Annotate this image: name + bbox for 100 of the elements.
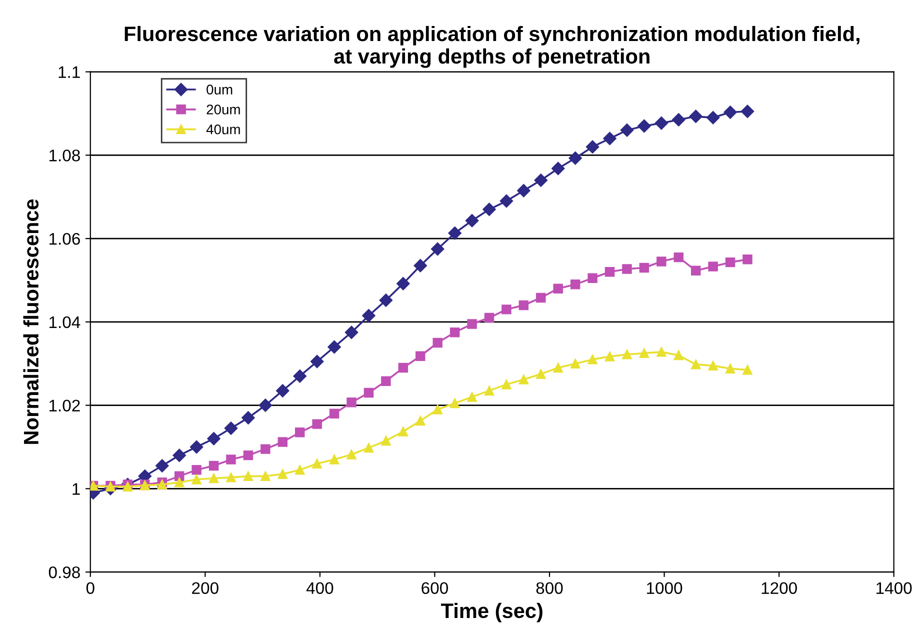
point [192, 465, 202, 475]
point [414, 259, 427, 272]
point [690, 360, 701, 370]
point [396, 276, 410, 290]
point [672, 113, 686, 126]
point [293, 370, 306, 383]
x-tick-label: 200 [192, 582, 218, 594]
point [379, 294, 393, 307]
point [622, 350, 632, 360]
point [172, 448, 186, 462]
y-tick-label: 1.04 [50, 316, 80, 328]
point [536, 292, 546, 303]
point [276, 384, 290, 398]
point [639, 348, 650, 358]
point [724, 106, 737, 119]
point [294, 428, 305, 438]
point [639, 262, 650, 273]
point [674, 350, 684, 360]
y-tick-label: 1.08 [50, 150, 80, 162]
point [364, 442, 374, 453]
point [278, 437, 288, 447]
point [604, 267, 615, 277]
y-tick-label: 1 [72, 483, 80, 495]
point [226, 472, 236, 482]
x-tick-label: 0 [86, 582, 94, 594]
legend-label: 20um [206, 104, 240, 114]
point [570, 280, 580, 290]
point [224, 422, 238, 435]
point [243, 471, 254, 482]
point [398, 426, 408, 436]
point [432, 404, 442, 414]
point [207, 432, 220, 446]
point [346, 450, 356, 460]
point [534, 174, 548, 187]
y-axis-title: Normalized fluorescence [23, 199, 39, 444]
point [448, 226, 462, 240]
point [708, 360, 718, 371]
y-tick-label: 1.02 [50, 400, 80, 412]
point [706, 111, 720, 124]
point [260, 444, 270, 454]
x-tick-label: 1200 [762, 582, 797, 594]
point [502, 380, 512, 390]
x-tick-label: 400 [306, 582, 334, 594]
point [518, 300, 529, 310]
point [690, 266, 701, 276]
point [604, 352, 615, 362]
y-tick-label: 1.06 [50, 232, 80, 245]
y-tick-label: 1.1 [58, 66, 80, 78]
point [484, 312, 494, 323]
point [310, 354, 324, 368]
point [656, 347, 666, 357]
point [620, 124, 634, 137]
point [482, 202, 496, 216]
point [568, 152, 582, 165]
point [278, 469, 288, 479]
point [742, 254, 752, 264]
point [416, 351, 426, 361]
point [553, 362, 563, 373]
point [260, 471, 270, 482]
point [725, 257, 736, 268]
point [467, 319, 477, 329]
point [742, 365, 752, 375]
point [329, 454, 340, 464]
point [381, 376, 391, 386]
point [431, 242, 444, 256]
point [622, 264, 632, 274]
point [536, 369, 546, 379]
point [226, 454, 236, 464]
point [588, 273, 598, 284]
point [450, 327, 460, 338]
x-tick-label: 600 [422, 582, 448, 594]
point [312, 458, 322, 469]
legend-label: 0um [206, 84, 232, 95]
point [416, 416, 426, 426]
point [689, 110, 702, 124]
point [294, 465, 305, 475]
x-tick-label: 800 [536, 582, 563, 594]
point [570, 358, 580, 368]
point [586, 140, 600, 154]
point [398, 362, 408, 373]
x-tick-label: 1000 [647, 582, 682, 594]
legend-label: 40um [206, 124, 240, 134]
chart-title: Fluorescence variation on application of synchronization modulation field, at varying depths of penetration [124, 26, 860, 68]
point [364, 388, 374, 398]
point [465, 214, 479, 228]
point [243, 450, 254, 460]
point [656, 256, 666, 266]
point [381, 436, 391, 446]
point [190, 440, 204, 454]
point [484, 386, 494, 396]
point [588, 354, 598, 364]
point [328, 340, 341, 354]
point [502, 304, 512, 314]
point [432, 338, 442, 348]
point [362, 309, 376, 322]
x-axis-title: Time (sec) [441, 602, 542, 622]
y-tick-label: 0.98 [48, 566, 80, 578]
point [708, 262, 718, 272]
point [552, 162, 565, 176]
point [674, 252, 684, 262]
